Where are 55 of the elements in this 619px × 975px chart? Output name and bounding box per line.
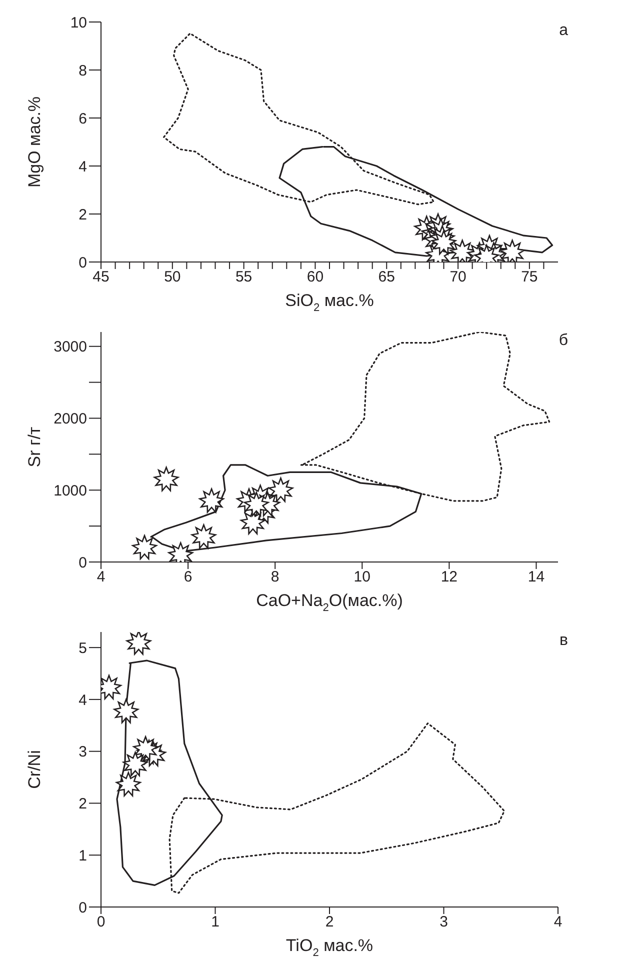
y-tick-label: 2000 (54, 410, 87, 428)
text: а (559, 22, 568, 40)
y-tick-label: 0 (78, 254, 87, 272)
x-tick-label: 6 (184, 568, 192, 586)
x-axis-title: CaO+Na$_{2}$O(мас.%) (256, 591, 403, 614)
y-axis-title: Sr г/т (25, 426, 44, 468)
y-tick-label: 2 (78, 206, 87, 224)
x-tick-label: 10 (354, 568, 370, 586)
y-tick-label: 3 (78, 744, 87, 761)
x-tick-label: 14 (528, 568, 545, 586)
y-tick-label: 2 (78, 796, 87, 813)
point (116, 772, 141, 796)
y-tick-label: 6 (78, 110, 87, 128)
x-tick-label: 4 (96, 568, 106, 586)
x-tick-label: 70 (450, 268, 466, 286)
point (154, 466, 179, 492)
x-tick-label: 3 (440, 914, 448, 931)
point (199, 488, 224, 513)
y-tick-label: 0 (78, 554, 87, 572)
point (191, 524, 216, 549)
text: б (558, 332, 568, 350)
x-axis-title: TiO$_{2}$ мас.% (286, 936, 374, 959)
point (244, 492, 269, 516)
point (132, 534, 157, 560)
point (122, 752, 148, 776)
point (114, 698, 139, 724)
point (268, 477, 294, 502)
y-tick-label: 4 (78, 158, 87, 176)
text: в (560, 632, 568, 650)
y-axis-title: Cr/Ni (25, 750, 44, 789)
y-tick-label: 8 (78, 62, 87, 80)
y-tick-label: 10 (70, 14, 87, 32)
y-tick-label: 3000 (54, 338, 87, 356)
y-axis-title: MgO мас.% (25, 96, 44, 188)
x-tick-label: 0 (96, 914, 106, 931)
point (240, 510, 266, 534)
x-axis-title: SiO$_{2}$ мас.% (285, 291, 374, 314)
y-tick-label: 0 (78, 899, 87, 916)
point (133, 736, 158, 761)
x-tick-label: 4 (554, 914, 562, 931)
x-tick-label: 8 (270, 568, 280, 586)
y-tick-label: 1000 (54, 482, 87, 500)
x-tick-label: 60 (306, 268, 324, 286)
x-tick-label: 1 (211, 914, 220, 931)
point (126, 632, 152, 655)
x-tick-label: 45 (92, 268, 110, 286)
x-tick-label: 55 (235, 268, 252, 286)
y-tick-label: 1 (78, 847, 87, 864)
y-tick-label: 4 (78, 692, 87, 709)
y-tick-label: 5 (78, 640, 87, 657)
x-tick-label: 65 (378, 268, 395, 286)
x-tick-label: 2 (325, 914, 334, 931)
x-tick-label: 50 (164, 268, 181, 286)
x-tick-label: 75 (521, 268, 538, 286)
x-tick-label: 12 (440, 568, 458, 586)
